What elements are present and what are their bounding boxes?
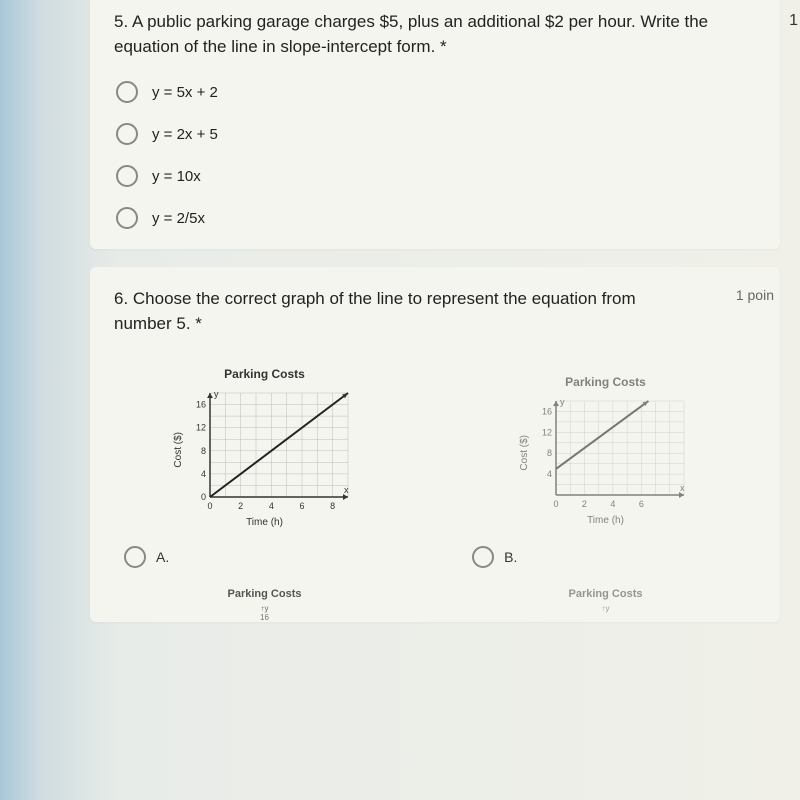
y-axis-hint: ↑y [261, 604, 269, 613]
q5-option-label: y = 10x [152, 168, 201, 185]
q5-option-0[interactable]: y = 5x + 2 [116, 81, 756, 103]
points-label: 1 poin [736, 287, 774, 303]
svg-text:4: 4 [201, 468, 206, 478]
chart-a-xlabel: Time (h) [246, 517, 283, 528]
q6-option-a[interactable]: A. [124, 546, 432, 568]
chart-b: y x 4 8 12 16 0 2 4 6 [532, 393, 692, 513]
graphs-row-1: Parking Costs Cost ($) y x 0 4 8 12 16 0 2 4 6 8 Ti… [114, 367, 756, 528]
svg-text:0: 0 [553, 499, 558, 509]
svg-text:4: 4 [547, 469, 552, 479]
chart-a-title: Parking Costs [224, 367, 305, 381]
svg-text:4: 4 [269, 501, 274, 511]
radio-icon[interactable] [116, 81, 138, 103]
q6-option-b[interactable]: B. [472, 546, 517, 568]
truncated-text: 1 [789, 12, 798, 30]
svg-text:12: 12 [542, 427, 552, 437]
radio-icon[interactable] [124, 546, 146, 568]
tick-hint: 16 [260, 613, 269, 622]
graphs-row-2: Parking Costs ↑y 16 Parking Costs ↑y [114, 588, 756, 622]
svg-text:4: 4 [610, 499, 615, 509]
q5-option-2[interactable]: y = 10x [116, 165, 756, 187]
graph-c-block: Parking Costs ↑y 16 [114, 588, 415, 622]
svg-text:x: x [680, 483, 685, 493]
svg-text:x: x [344, 485, 349, 495]
q6-option-a-label: A. [156, 549, 169, 565]
graph-d-block: Parking Costs ↑y [455, 588, 756, 622]
radio-icon[interactable] [116, 165, 138, 187]
q5-option-label: y = 2/5x [152, 210, 205, 227]
svg-text:8: 8 [547, 448, 552, 458]
svg-text:16: 16 [196, 399, 206, 409]
q5-option-label: y = 5x + 2 [152, 84, 218, 101]
svg-text:6: 6 [639, 499, 644, 509]
q5-text: 5. A public parking garage charges $5, p… [114, 10, 756, 59]
chart-b-ylabel: Cost ($) [519, 435, 530, 471]
svg-text:8: 8 [201, 445, 206, 455]
graph-b-block: Parking Costs Cost ($) y x 4 8 12 16 0 2 4 6 Time… [455, 375, 756, 528]
svg-text:2: 2 [238, 501, 243, 511]
radio-icon[interactable] [472, 546, 494, 568]
svg-text:0: 0 [207, 501, 212, 511]
q5-option-3[interactable]: y = 2/5x [116, 207, 756, 229]
svg-text:6: 6 [299, 501, 304, 511]
chart-a-ylabel: Cost ($) [173, 432, 184, 468]
radio-icon[interactable] [116, 207, 138, 229]
q5-option-label: y = 2x + 5 [152, 126, 218, 143]
svg-text:2: 2 [582, 499, 587, 509]
y-axis-hint: ↑y [602, 604, 610, 613]
chart-a: y x 0 4 8 12 16 0 2 4 6 8 [186, 385, 356, 515]
chart-c-title: Parking Costs [228, 588, 302, 600]
svg-text:16: 16 [542, 406, 552, 416]
chart-b-title: Parking Costs [565, 375, 646, 389]
chart-d-title: Parking Costs [569, 588, 643, 600]
graph-a-block: Parking Costs Cost ($) y x 0 4 8 12 16 0 2 4 6 8 Ti… [114, 367, 415, 528]
q6-option-b-label: B. [504, 549, 517, 565]
svg-text:12: 12 [196, 422, 206, 432]
chart-b-xlabel: Time (h) [587, 515, 624, 526]
svg-text:y: y [560, 397, 565, 407]
answer-row-1: A. B. [114, 546, 756, 568]
svg-text:0: 0 [201, 492, 206, 502]
q5-options: y = 5x + 2 y = 2x + 5 y = 10x y = 2/5x [116, 81, 756, 229]
q6-text: 6. Choose the correct graph of the line … [114, 287, 674, 336]
question-5-card: 5. A public parking garage charges $5, p… [90, 0, 780, 249]
svg-text:y: y [214, 389, 219, 399]
q5-option-1[interactable]: y = 2x + 5 [116, 123, 756, 145]
svg-text:8: 8 [330, 501, 335, 511]
question-6-card: 1 poin 6. Choose the correct graph of th… [90, 267, 780, 621]
radio-icon[interactable] [116, 123, 138, 145]
